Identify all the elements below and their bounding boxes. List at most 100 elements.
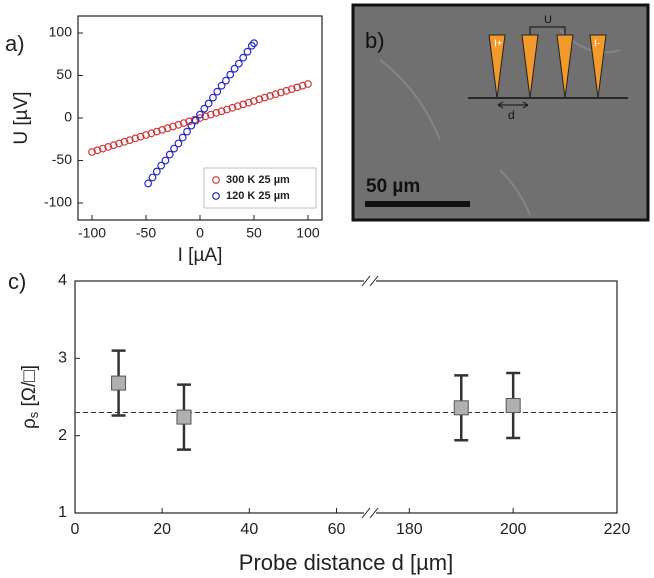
data-point bbox=[142, 131, 150, 139]
data-point bbox=[206, 110, 215, 119]
data-point bbox=[271, 90, 280, 99]
panel-label: a) bbox=[5, 31, 25, 56]
data-point bbox=[111, 375, 127, 391]
data-point bbox=[165, 150, 174, 159]
data-point bbox=[201, 112, 210, 121]
legend-marker bbox=[212, 176, 220, 184]
data-point bbox=[115, 139, 123, 148]
data-point bbox=[250, 39, 258, 48]
data-point bbox=[204, 99, 213, 108]
data-point bbox=[174, 120, 183, 129]
data-point bbox=[161, 156, 170, 165]
data-point bbox=[98, 144, 107, 153]
micrograph: b) I+ U I- d 50 µm bbox=[351, 3, 650, 222]
data-point bbox=[152, 127, 161, 136]
scale-bar-label: 50 µm bbox=[366, 176, 420, 197]
y-tick-label: 2 bbox=[58, 427, 67, 444]
x-tick-label: 100 bbox=[296, 225, 320, 241]
data-point bbox=[120, 137, 129, 146]
data-point bbox=[109, 141, 118, 150]
axis-break bbox=[361, 275, 379, 287]
y-tick-label: 50 bbox=[56, 66, 72, 82]
data-point bbox=[88, 148, 96, 156]
data-point bbox=[131, 134, 140, 143]
y-tick-label: 0 bbox=[64, 109, 72, 125]
data-point bbox=[217, 107, 226, 116]
data-point bbox=[209, 93, 217, 102]
x-tick-label: -50 bbox=[136, 225, 156, 241]
data-point bbox=[187, 121, 196, 130]
x-axis-label: Probe distance d [µm] bbox=[239, 550, 453, 575]
x-tick-label: 20 bbox=[153, 521, 171, 538]
x-tick-label: 40 bbox=[240, 521, 258, 538]
bracket bbox=[529, 26, 566, 35]
legend-marker bbox=[212, 192, 220, 200]
data-point bbox=[157, 161, 166, 170]
data-point bbox=[222, 76, 230, 85]
x-tick-label: 50 bbox=[246, 225, 262, 241]
probe-label: I- bbox=[594, 39, 600, 50]
data-point bbox=[277, 88, 285, 97]
data-point bbox=[250, 97, 258, 105]
data-point bbox=[243, 47, 252, 56]
data-point bbox=[213, 87, 222, 96]
data-point bbox=[176, 409, 192, 425]
y-axis-label-symbol: ρ bbox=[19, 418, 40, 429]
legend-box bbox=[203, 167, 317, 209]
data-point bbox=[136, 132, 145, 141]
data-point bbox=[152, 167, 161, 176]
x-axis-label: I [µA] bbox=[178, 245, 223, 266]
plot-frame bbox=[74, 280, 618, 514]
data-point bbox=[233, 102, 242, 110]
y-tick-label: 4 bbox=[58, 272, 67, 289]
data-point bbox=[304, 80, 312, 88]
data-point bbox=[170, 144, 178, 153]
data-point bbox=[230, 64, 239, 73]
scale-bar bbox=[365, 201, 470, 207]
legend-label: 300 K 25 µm bbox=[226, 174, 290, 186]
data-point bbox=[169, 122, 177, 131]
y-axis-label-unit: [Ω/□] bbox=[19, 365, 40, 412]
data-point bbox=[144, 179, 153, 188]
data-point bbox=[239, 100, 248, 109]
data-point bbox=[239, 53, 248, 62]
legend-label: 120 K 25 µm bbox=[226, 190, 290, 202]
probe-label: U bbox=[544, 14, 552, 26]
data-point bbox=[287, 85, 296, 93]
x-tick-label: 180 bbox=[396, 521, 423, 538]
data-point bbox=[174, 139, 183, 148]
axis-break bbox=[361, 507, 379, 519]
data-point bbox=[234, 59, 243, 68]
data-point bbox=[293, 83, 302, 92]
data-point bbox=[298, 81, 307, 90]
data-point bbox=[223, 105, 231, 114]
data-point bbox=[163, 124, 172, 133]
y-tick-label: 3 bbox=[58, 350, 67, 367]
axis-break-gap bbox=[364, 509, 376, 517]
data-point bbox=[196, 110, 204, 119]
y-tick-label: 1 bbox=[58, 504, 67, 521]
data-point bbox=[505, 398, 521, 414]
y-tick-label: 100 bbox=[49, 24, 73, 40]
x-tick-label: 0 bbox=[196, 225, 204, 241]
x-tick-label: 200 bbox=[500, 521, 527, 538]
data-point bbox=[158, 125, 167, 134]
data-point bbox=[226, 70, 235, 79]
probe bbox=[488, 34, 506, 99]
data-point bbox=[104, 142, 113, 151]
probe-label: I+ bbox=[494, 39, 503, 50]
data-point bbox=[453, 400, 469, 416]
data-point bbox=[217, 81, 226, 90]
data-point bbox=[93, 146, 102, 155]
data-point bbox=[228, 103, 237, 112]
data-point bbox=[191, 116, 200, 125]
x-tick-label: 60 bbox=[328, 521, 346, 538]
y-tick-label: -50 bbox=[52, 151, 72, 167]
y-axis-label: ρs [Ω/□] bbox=[19, 365, 41, 429]
probe bbox=[589, 34, 607, 99]
x-tick-label: -100 bbox=[78, 225, 106, 241]
data-point bbox=[179, 119, 188, 127]
data-point bbox=[212, 108, 221, 117]
panel-label: c) bbox=[8, 269, 26, 294]
